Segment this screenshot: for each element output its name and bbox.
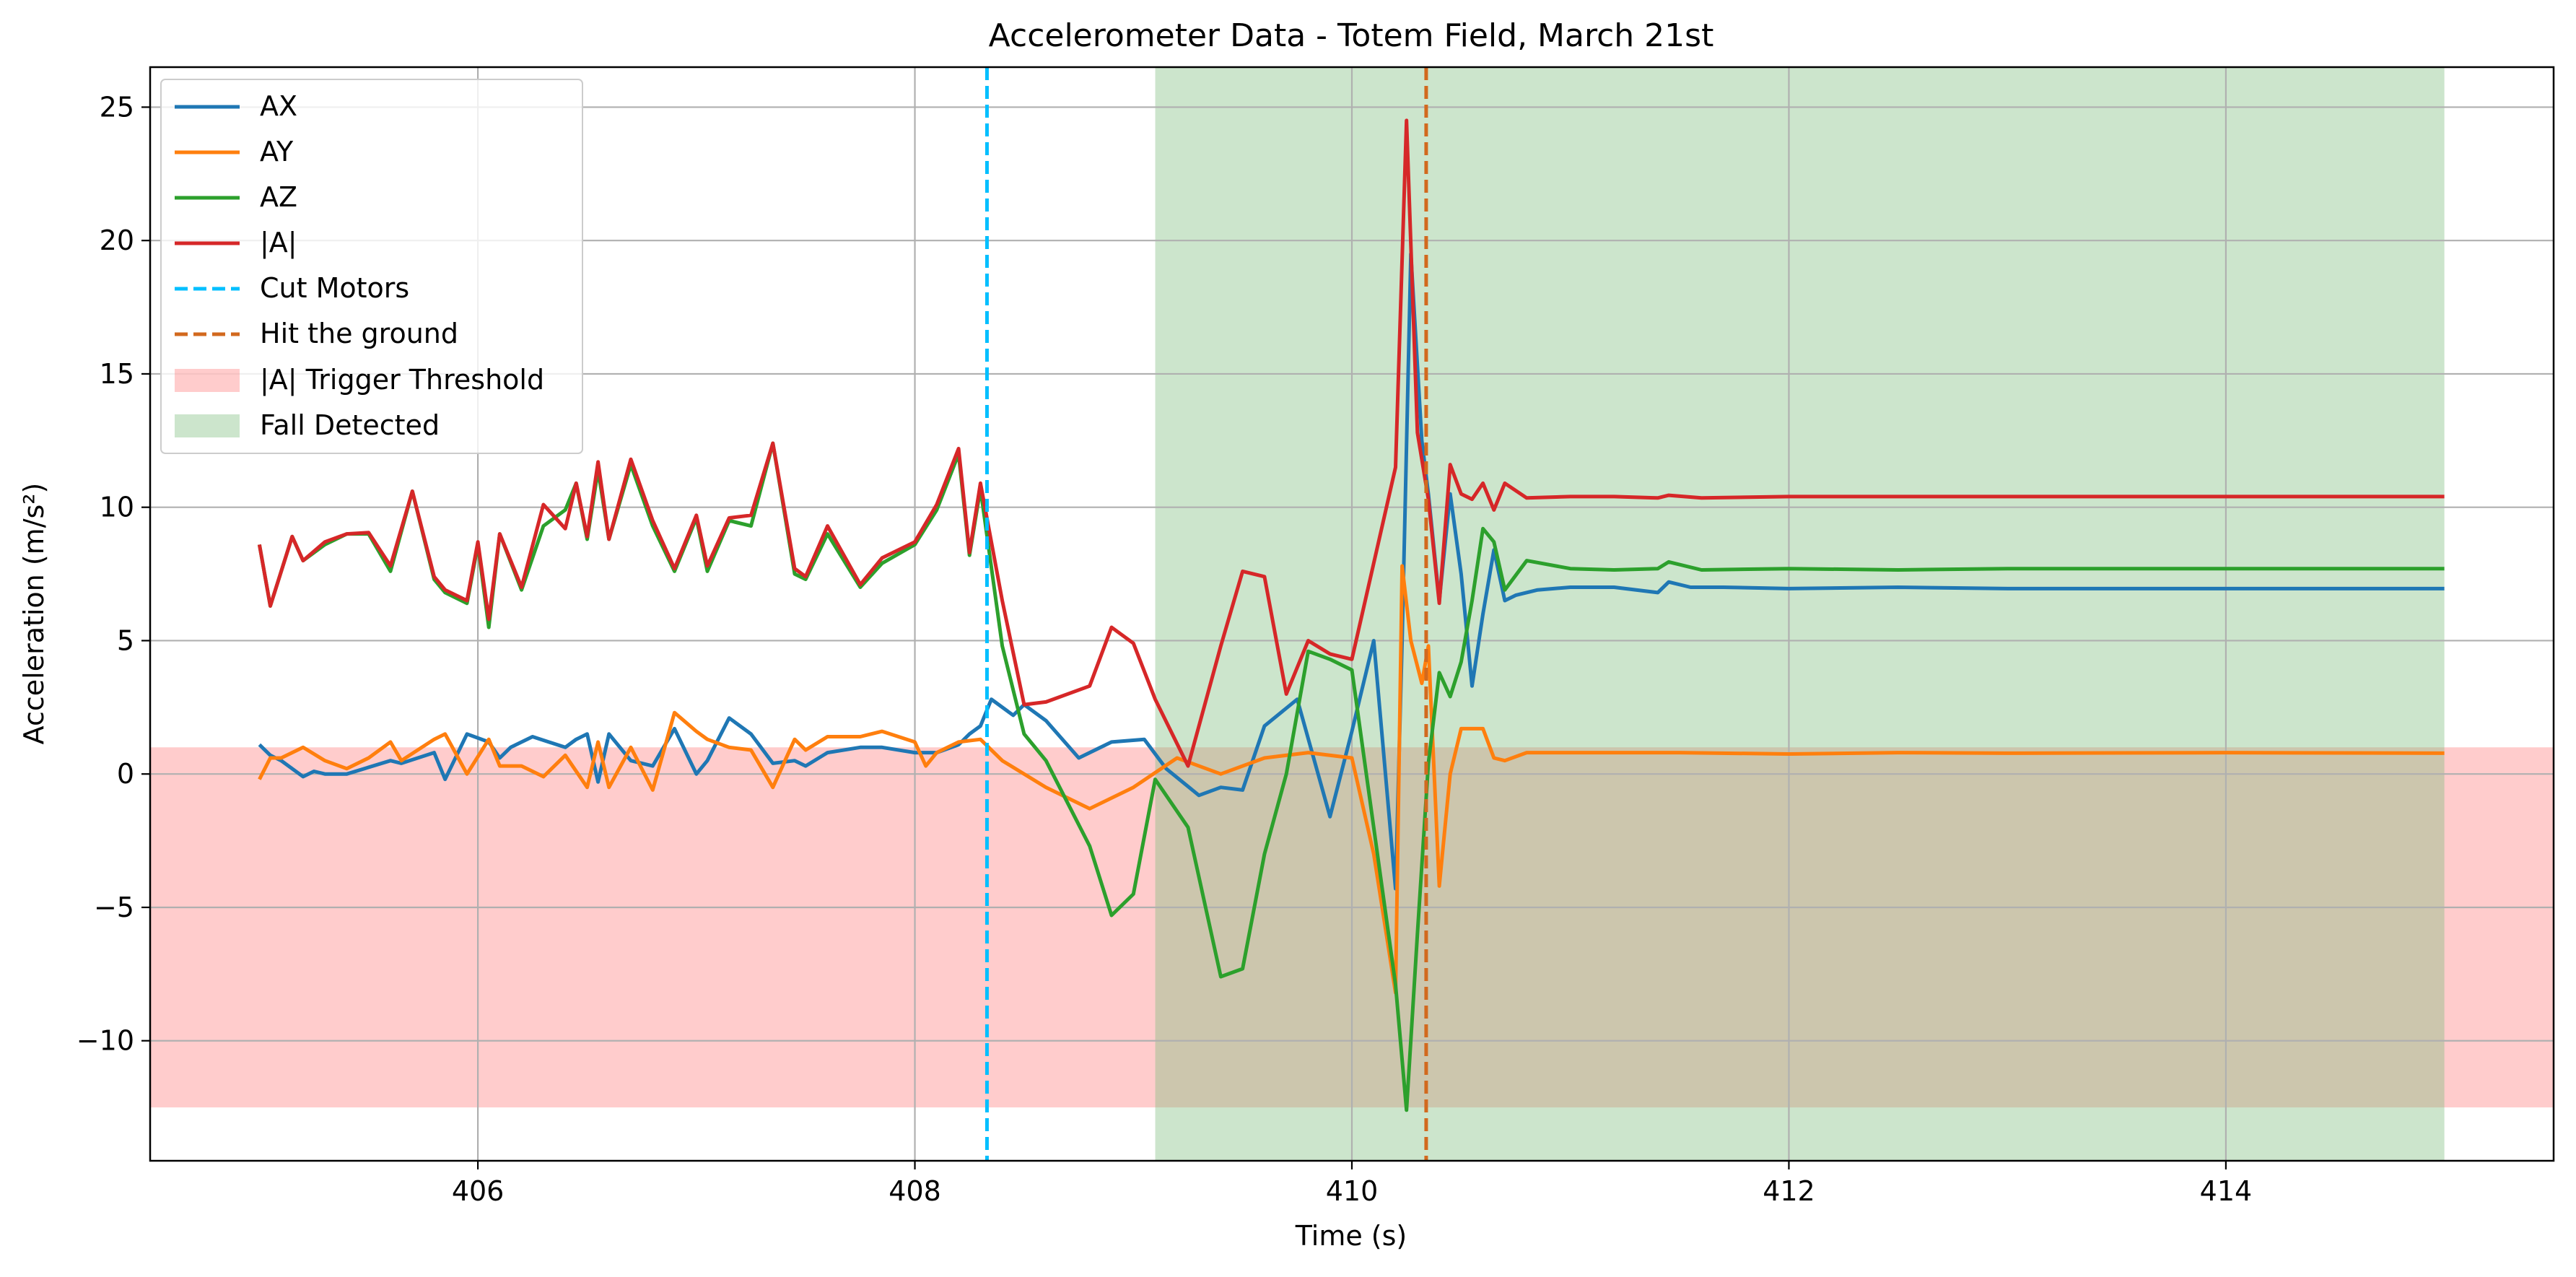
chart-title: Accelerometer Data - Totem Field, March … — [989, 17, 1714, 54]
y-tick-label: 0 — [117, 758, 134, 790]
series-line-a — [257, 118, 2445, 768]
x-tick-label: 414 — [2200, 1175, 2253, 1207]
legend-box — [160, 79, 583, 454]
legend-label-magnitude: |A| — [260, 227, 297, 259]
y-axis-ticks: −10 −5 0 5 10 15 20 25 — [77, 91, 150, 1057]
y-tick-label: 5 — [117, 624, 134, 656]
y-tick-label: 10 — [100, 492, 134, 523]
y-axis-label: Acceleration (m/s²) — [18, 483, 50, 745]
legend-swatch-threshold — [175, 369, 240, 392]
series-line-ay — [258, 564, 2445, 995]
x-tick-label: 412 — [1763, 1175, 1815, 1207]
y-tick-label: 15 — [100, 358, 134, 390]
y-tick-label: 25 — [100, 91, 134, 123]
legend-label-az: AZ — [260, 181, 297, 213]
y-tick-label: −10 — [77, 1025, 134, 1057]
x-tick-label: 406 — [452, 1175, 505, 1207]
event-markers — [984, 67, 1428, 1161]
x-tick-label: 410 — [1326, 1175, 1379, 1207]
legend-label-fall-detected: Fall Detected — [260, 409, 440, 441]
x-axis-label: Time (s) — [1295, 1220, 1407, 1252]
y-tick-label: 20 — [100, 225, 134, 256]
y-tick-label: −5 — [94, 892, 134, 923]
legend-swatch-fall-detected — [175, 414, 240, 437]
x-axis-ticks: 406 408 410 412 414 — [452, 1161, 2252, 1207]
x-tick-label: 408 — [888, 1175, 941, 1207]
legend-label-cut-motors: Cut Motors — [260, 272, 409, 304]
legend: AX AY AZ |A| Cut Motors Hit the ground |… — [160, 79, 583, 454]
span-fall-detected — [1155, 67, 2445, 1161]
legend-label-hit-ground: Hit the ground — [260, 318, 458, 349]
legend-label-ay: AY — [260, 136, 294, 167]
legend-label-ax: AX — [260, 90, 297, 122]
data-series — [257, 118, 2445, 1112]
legend-label-threshold: |A| Trigger Threshold — [260, 364, 544, 396]
